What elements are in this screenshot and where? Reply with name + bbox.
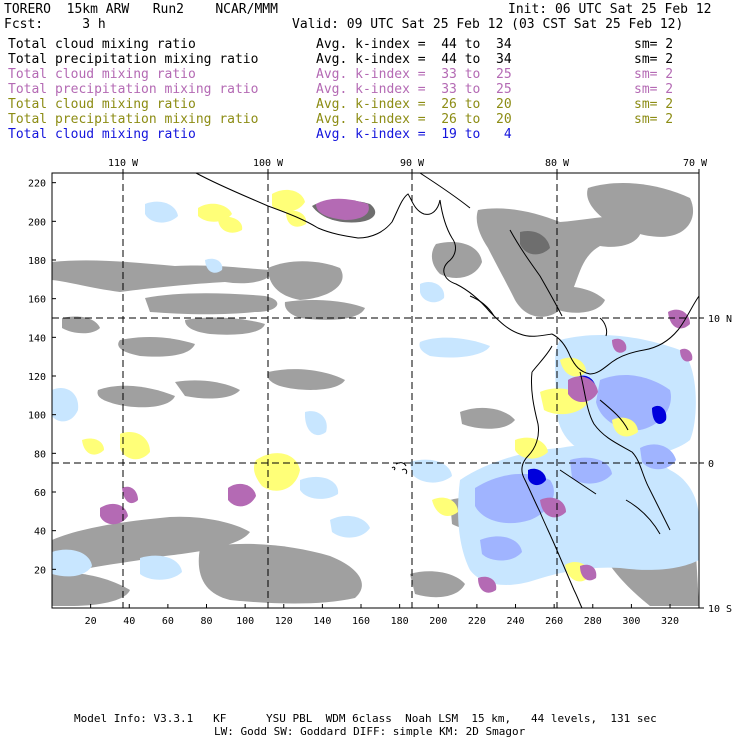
legend-field: Total cloud mixing ratio bbox=[8, 37, 196, 52]
legend-field: Total precipitation mixing ratio bbox=[8, 112, 259, 127]
y-tick-label: 80 bbox=[34, 449, 46, 460]
y-tick-label: 120 bbox=[28, 372, 46, 383]
header-title: TORERO 15km ARW Run2 NCAR/MMM bbox=[4, 2, 278, 17]
purple-cloud-layer bbox=[100, 198, 693, 593]
legend-field: Total cloud mixing ratio bbox=[8, 127, 196, 142]
legend-sm: sm= 2 bbox=[634, 52, 674, 67]
x-tick-label: 160 bbox=[352, 616, 370, 627]
lon-label: 80 W bbox=[545, 158, 570, 169]
legend-index: Avg. k-index = 33 to 25 bbox=[316, 67, 512, 82]
mid-blue-cloud-layer bbox=[475, 375, 676, 561]
y-tick-label: 100 bbox=[28, 411, 46, 422]
header-valid: Valid: 09 UTC Sat 25 Feb 12 (03 CST Sat … bbox=[292, 17, 684, 32]
lat-axis: 10 N 0 10 S bbox=[699, 314, 732, 615]
legend-field: Total precipitation mixing ratio bbox=[8, 52, 259, 67]
model-info: Model Info: V3.3.1 KF YSU PBL WDM 6class… bbox=[74, 712, 657, 725]
coastline-layer bbox=[195, 172, 700, 609]
legend-sm: sm= 2 bbox=[634, 82, 674, 97]
legend-index: Avg. k-index = 44 to 34 bbox=[316, 52, 512, 67]
x-tick-label: 180 bbox=[391, 616, 409, 627]
x-tick-label: 260 bbox=[545, 616, 563, 627]
x-tick-label: 120 bbox=[275, 616, 293, 627]
y-tick-label: 200 bbox=[28, 217, 46, 228]
lon-label: 90 W bbox=[400, 158, 425, 169]
legend-index: Avg. k-index = 19 to 4 bbox=[316, 127, 512, 142]
y-tick-label: 40 bbox=[34, 527, 46, 538]
legend-index: Avg. k-index = 44 to 34 bbox=[316, 37, 512, 52]
legend-sm: sm= 2 bbox=[634, 97, 674, 112]
legend-field: Total precipitation mixing ratio bbox=[8, 82, 259, 97]
x-tick-label: 220 bbox=[468, 616, 486, 627]
model-physics: LW: Godd SW: Goddard DIFF: simple KM: 2D… bbox=[214, 725, 526, 738]
latlon-grid bbox=[52, 173, 699, 608]
map-panel bbox=[51, 172, 700, 609]
y-grid-axis: 220 200 180 160 140 120 100 80 60 40 20 bbox=[28, 179, 56, 576]
y-tick-label: 160 bbox=[28, 295, 46, 306]
legend-index: Avg. k-index = 26 to 20 bbox=[316, 112, 512, 127]
x-tick-label: 80 bbox=[200, 616, 212, 627]
y-tick-label: 20 bbox=[34, 565, 46, 576]
legend-sm: sm= 2 bbox=[634, 67, 674, 82]
y-tick-label: 140 bbox=[28, 333, 46, 344]
lon-label: 110 W bbox=[108, 158, 139, 169]
x-tick-label: 140 bbox=[313, 616, 331, 627]
x-grid-axis: 20 40 60 80 100 120 140 160 180 200 220 240 260 280 30… bbox=[85, 604, 679, 627]
lat-label: 10 N bbox=[708, 314, 732, 325]
x-tick-label: 20 bbox=[85, 616, 97, 627]
x-tick-label: 100 bbox=[236, 616, 254, 627]
x-tick-label: 60 bbox=[162, 616, 174, 627]
x-tick-label: 300 bbox=[622, 616, 640, 627]
lon-axis: 110 W 100 W 90 W 80 W 70 W bbox=[108, 158, 708, 173]
x-tick-label: 280 bbox=[584, 616, 602, 627]
x-tick-label: 200 bbox=[429, 616, 447, 627]
lat-label: 10 S bbox=[708, 604, 732, 615]
x-tick-label: 240 bbox=[506, 616, 524, 627]
header-forecast: Fcst: 3 h bbox=[4, 17, 106, 32]
y-tick-label: 60 bbox=[34, 488, 46, 499]
legend-field: Total cloud mixing ratio bbox=[8, 67, 196, 82]
legend-field: Total cloud mixing ratio bbox=[8, 97, 196, 112]
legend-index: Avg. k-index = 33 to 25 bbox=[316, 82, 512, 97]
y-tick-label: 220 bbox=[28, 179, 46, 190]
legend-sm: sm= 2 bbox=[634, 112, 674, 127]
lat-label: 0 bbox=[708, 459, 714, 470]
map-frame bbox=[51, 172, 700, 609]
x-tick-label: 40 bbox=[123, 616, 135, 627]
y-tick-label: 180 bbox=[28, 256, 46, 267]
lon-label: 70 W bbox=[683, 158, 708, 169]
lon-label: 100 W bbox=[253, 158, 284, 169]
header-init: Init: 06 UTC Sat 25 Feb 12 bbox=[508, 2, 712, 17]
legend-sm: sm= 2 bbox=[634, 37, 674, 52]
x-tick-label: 320 bbox=[661, 616, 679, 627]
gray-cloud-layer bbox=[52, 183, 699, 606]
legend-index: Avg. k-index = 26 to 20 bbox=[316, 97, 512, 112]
